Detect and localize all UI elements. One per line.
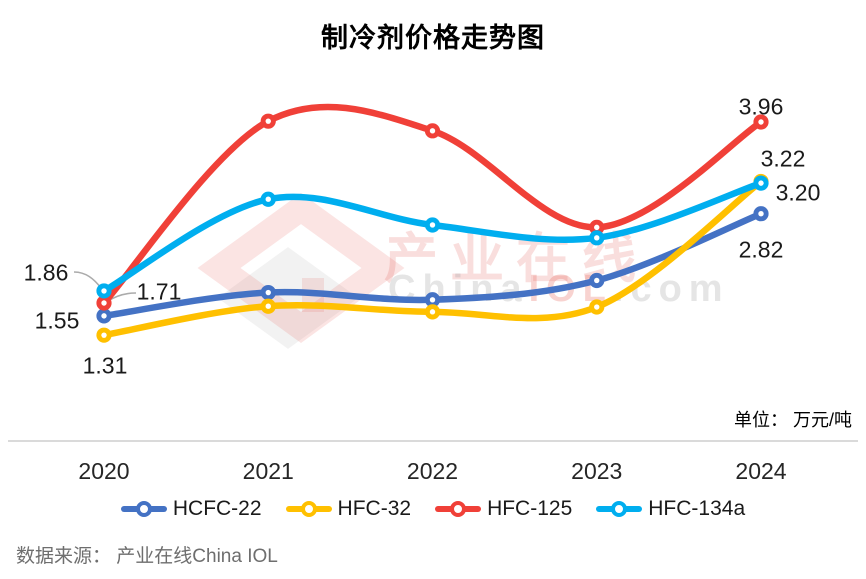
data-point-center: [265, 289, 271, 296]
legend-label: HCFC-22: [172, 497, 262, 520]
x-tick-2021: 2021: [242, 458, 294, 484]
x-tick-2022: 2022: [406, 458, 459, 484]
legend-label: HFC-32: [337, 497, 412, 520]
legend-marker-icon: [120, 500, 167, 518]
data-point-center: [429, 297, 436, 303]
data-point-center: [594, 304, 600, 310]
legend-item-hfc-32: HFC-32: [285, 497, 412, 521]
data-point-center: [429, 128, 436, 134]
point-label-1-86: 1.86: [23, 259, 69, 286]
legend-marker-icon: [435, 500, 482, 518]
legend-item-hfc-134a: HFC-134a: [596, 497, 745, 521]
legend-item-hfc-125: HFC-125: [435, 497, 572, 521]
data-point-center: [265, 196, 271, 202]
legend-ring-icon: [611, 501, 628, 517]
data-point-center: [594, 277, 600, 284]
legend-ring-icon: [450, 501, 467, 517]
point-label-1-31: 1.31: [82, 352, 128, 379]
legend-ring-icon: [135, 501, 152, 517]
data-point-center: [101, 288, 107, 294]
legend-label: HFC-134a: [648, 497, 746, 520]
point-label-3-96: 3.96: [738, 93, 784, 120]
legend-ring-icon: [300, 501, 317, 517]
x-tick-2023: 2023: [571, 458, 623, 484]
x-axis-tick-labels: 2020 2021 2022 2023 2024: [0, 458, 866, 488]
data-point-center: [429, 222, 436, 228]
point-label-3-20: 3.20: [775, 179, 821, 206]
x-axis-line: [8, 440, 858, 442]
data-point-center: [429, 309, 436, 315]
data-point-center: [265, 303, 271, 309]
data-point-center: [265, 118, 271, 124]
page-title: 制冷剂价格走势图: [321, 23, 545, 53]
point-label-1-55: 1.55: [34, 307, 80, 334]
legend-marker-icon: [596, 500, 643, 518]
leader-line-1-86: [73, 271, 102, 289]
legend: HCFC-22 HFC-32 HFC-125 HFC-134a: [0, 494, 866, 524]
point-label-2-82: 2.82: [738, 236, 784, 263]
data-point-center: [101, 313, 107, 319]
legend-marker-icon: [285, 500, 332, 518]
source-caption: 数据来源： 产业在线China IOL: [16, 546, 278, 567]
x-tick-2020: 2020: [78, 458, 130, 484]
data-point-center: [101, 332, 107, 338]
point-label-3-22: 3.22: [760, 145, 806, 172]
data-point-center: [758, 180, 764, 186]
legend-label: HFC-125: [487, 497, 573, 520]
data-point-center: [101, 300, 107, 306]
data-point-center: [758, 119, 764, 125]
point-label-1-71: 1.71: [136, 278, 182, 305]
unit-label: 单位： 万元/吨: [733, 410, 852, 430]
legend-item-hcfc-22: HCFC-22: [120, 497, 262, 521]
data-point-center: [594, 235, 600, 241]
data-point-center: [594, 224, 600, 231]
data-point-center: [758, 211, 764, 217]
x-tick-2024: 2024: [735, 458, 787, 484]
